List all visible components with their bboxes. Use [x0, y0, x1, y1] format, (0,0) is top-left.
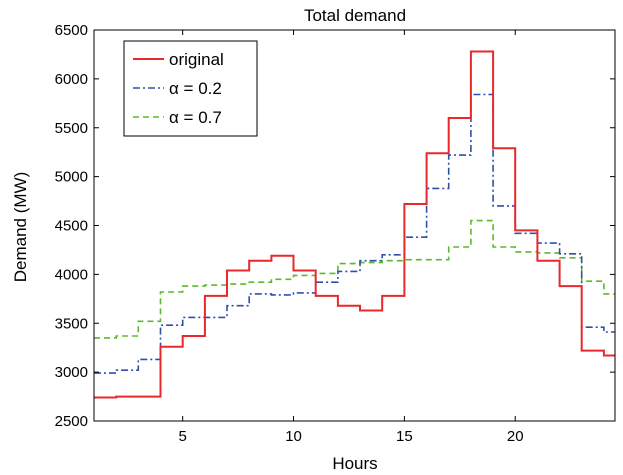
y-tick-label: 5000 [55, 169, 88, 186]
series-line--0-7 [94, 219, 615, 339]
x-tick-label: 20 [507, 428, 524, 445]
y-tick-label: 3500 [55, 315, 88, 332]
chart-title: Total demand [304, 6, 406, 25]
y-tick-label: 5500 [55, 120, 88, 137]
series-line-original [94, 50, 615, 399]
y-axis-label: Demand (MW) [11, 172, 30, 283]
legend: original α = 0.2 α = 0.7 [123, 40, 258, 137]
axes: 5 10 15 20 2500 3000 3500 4000 4500 5000 5500 6000 6… [55, 22, 616, 445]
legend-label: α = 0.7 [169, 108, 222, 127]
y-tick-label: 4000 [55, 266, 88, 283]
legend-label: original [169, 50, 224, 69]
y-tick-label: 3000 [55, 364, 88, 381]
legend-box [123, 40, 258, 137]
y-tick-label: 6000 [55, 71, 88, 88]
x-tick-label: 5 [179, 428, 187, 445]
x-tick-label: 10 [285, 428, 302, 445]
y-tick-label: 4500 [55, 218, 88, 235]
y-tick-label: 6500 [55, 22, 88, 39]
legend-label: α = 0.2 [169, 79, 222, 98]
x-tick-label: 15 [396, 428, 413, 445]
plot-area [94, 50, 615, 399]
y-tick-label: 2500 [55, 413, 88, 430]
x-axis-label: Hours [332, 454, 377, 473]
